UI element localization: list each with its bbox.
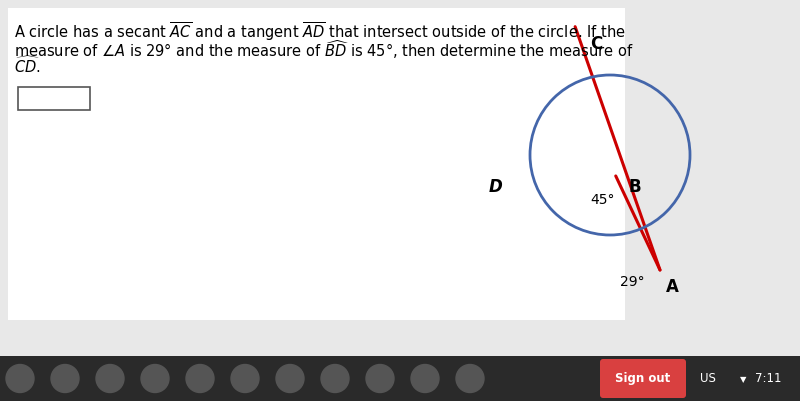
Circle shape [366, 365, 394, 393]
Text: B: B [628, 178, 641, 196]
Circle shape [411, 365, 439, 393]
Bar [0, 356, 800, 401]
Text: C: C [590, 35, 602, 53]
Circle shape [231, 365, 259, 393]
Text: 7:11: 7:11 [755, 372, 782, 385]
Text: US: US [700, 372, 716, 385]
FancyBboxPatch shape [600, 359, 686, 398]
Text: ▼: ▼ [740, 375, 746, 384]
Circle shape [141, 365, 169, 393]
Text: A: A [666, 278, 679, 296]
Circle shape [6, 365, 34, 393]
Circle shape [186, 365, 214, 393]
Circle shape [96, 365, 124, 393]
Text: measure of $\angle A$ is 29° and the measure of $\widehat{BD}$ is 45°, then dete: measure of $\angle A$ is 29° and the mea… [14, 38, 634, 61]
Bar [8, 8, 625, 320]
Circle shape [456, 365, 484, 393]
Circle shape [321, 365, 349, 393]
Bar [18, 87, 90, 110]
Circle shape [276, 365, 304, 393]
Text: Sign out: Sign out [615, 372, 670, 385]
Text: $\widehat{CD}$.: $\widehat{CD}$. [14, 56, 41, 76]
Text: A circle has a secant $\overline{AC}$ and a tangent $\overline{AD}$ that interse: A circle has a secant $\overline{AC}$ an… [14, 20, 626, 43]
Text: 29°: 29° [620, 275, 645, 289]
Text: 45°: 45° [590, 193, 614, 207]
Circle shape [51, 365, 79, 393]
Text: D: D [488, 178, 502, 196]
